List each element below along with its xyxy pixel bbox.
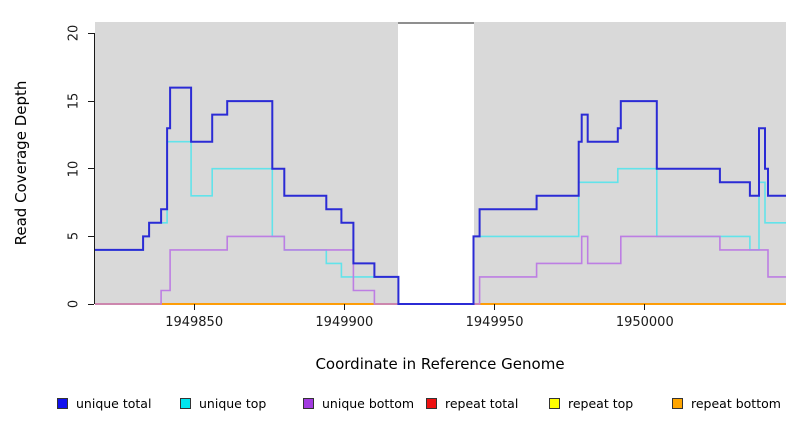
coverage-series-lines xyxy=(95,86,786,305)
legend-label: unique bottom xyxy=(322,396,415,411)
x-tick-label: 1950000 xyxy=(615,315,674,330)
x-tick xyxy=(494,304,496,310)
legend-item-repeat-bottom: repeat bottom xyxy=(672,396,781,411)
legend-item-repeat-top: repeat top xyxy=(549,396,633,411)
legend-item-unique-top: unique top xyxy=(180,396,266,411)
legend-label: unique total xyxy=(76,396,152,411)
y-tick-label: 5 xyxy=(66,232,82,241)
y-tick xyxy=(88,100,94,102)
x-tick-label: 1949850 xyxy=(165,315,224,330)
x-tick xyxy=(343,304,345,310)
legend-item-repeat-total: repeat total xyxy=(426,396,518,411)
y-tick xyxy=(88,235,94,237)
y-tick xyxy=(88,32,94,34)
x-tick-label: 1949900 xyxy=(315,315,374,330)
legend-item-unique-total: unique total xyxy=(57,396,151,411)
x-tick xyxy=(644,304,646,310)
x-axis-title: Coordinate in Reference Genome xyxy=(315,355,565,373)
y-tick-label: 10 xyxy=(66,160,82,178)
x-tick xyxy=(193,304,195,310)
coverage-gap-band xyxy=(398,22,474,304)
y-tick-label: 20 xyxy=(66,25,82,42)
legend-label: repeat top xyxy=(568,396,634,411)
series-line-unique-top xyxy=(95,140,786,305)
y-tick xyxy=(88,168,94,170)
legend-swatch-repeat-bottom xyxy=(672,398,683,409)
legend-label: repeat total xyxy=(445,396,519,411)
y-tick-label: 0 xyxy=(66,299,82,309)
series-line-unique-total xyxy=(95,86,786,305)
legend-swatch-unique-total xyxy=(57,398,68,409)
legend-item-unique-bottom: unique bottom xyxy=(303,396,414,411)
y-axis-line xyxy=(94,33,95,304)
y-axis-title: Read Coverage Depth xyxy=(12,80,30,246)
series-line-unique-bottom xyxy=(95,235,786,305)
legend-label: repeat bottom xyxy=(691,396,781,411)
legend-swatch-unique-bottom xyxy=(303,398,314,409)
y-tick-label: 15 xyxy=(66,92,82,110)
legend-swatch-repeat-total xyxy=(426,398,437,409)
legend-swatch-repeat-top xyxy=(549,398,560,409)
x-tick-label: 1949950 xyxy=(465,315,524,330)
y-tick xyxy=(88,303,94,305)
plot-area xyxy=(95,22,786,304)
legend-label: unique top xyxy=(199,396,267,411)
legend-swatch-unique-top xyxy=(180,398,191,409)
